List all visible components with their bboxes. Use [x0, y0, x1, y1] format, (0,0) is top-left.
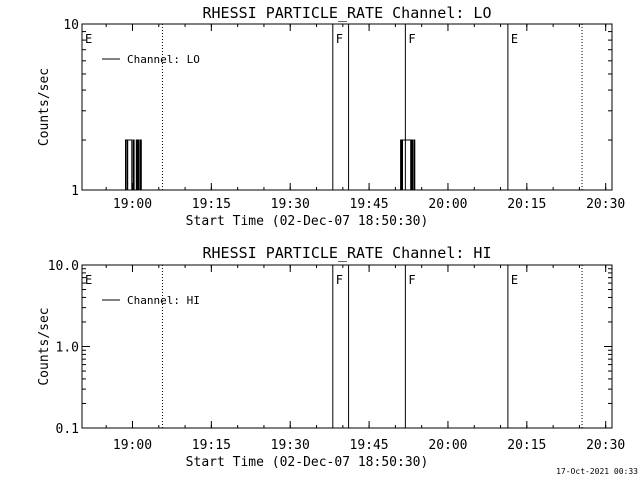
footer-timestamp: 17-Oct-2021 00:33 [556, 467, 638, 476]
panel-lo-legend-label: Channel: LO [127, 53, 200, 66]
panel-hi-xtick-label: 20:30 [586, 438, 625, 453]
panel-lo-ylabel: Counts/sec [37, 68, 52, 146]
panel-hi-title: RHESSI PARTICLE_RATE Channel: HI [203, 244, 492, 262]
panel-lo-xtick-label: 19:00 [113, 197, 152, 212]
panel-lo-frame [81, 23, 613, 191]
panel-hi-xtick-label: 19:45 [350, 438, 389, 453]
panel-lo-ytick-label: 1 [71, 184, 79, 199]
panel-hi-xtick-label: 20:00 [428, 438, 467, 453]
panel-lo-xtick-label: 20:30 [586, 197, 625, 212]
panel-hi-frame [81, 264, 613, 429]
panel-lo [81, 23, 613, 191]
panel-hi-marker-label: E [511, 273, 518, 287]
panel-lo-xtick-label: 19:15 [192, 197, 231, 212]
panel-lo-series-line [399, 139, 416, 191]
panel-hi-ytick-label: 10.0 [48, 259, 79, 274]
panel-hi-ytick-label: 1.0 [56, 341, 79, 356]
panel-hi [81, 264, 613, 429]
panel-hi-legend-label: Channel: HI [127, 294, 200, 307]
panel-hi-marker-label: E [85, 273, 92, 287]
panel-lo-ytick-label: 10 [63, 18, 79, 33]
panel-lo-marker-label: F [336, 32, 343, 46]
panel-hi-xtick-label: 20:15 [507, 438, 546, 453]
panel-lo-marker-label: F [408, 32, 415, 46]
panel-hi-xtick-label: 19:30 [271, 438, 310, 453]
panel-hi-ylabel: Counts/sec [37, 307, 52, 385]
panel-lo-xlabel: Start Time (02-Dec-07 18:50:30) [186, 214, 429, 229]
panel-hi-xtick-label: 19:00 [113, 438, 152, 453]
panel-lo-xtick-label: 19:45 [350, 197, 389, 212]
panel-hi-ytick-label: 0.1 [56, 422, 79, 437]
panel-lo-title: RHESSI PARTICLE_RATE Channel: LO [203, 4, 492, 22]
panel-hi-marker-label: F [336, 273, 343, 287]
panel-hi-xlabel: Start Time (02-Dec-07 18:50:30) [186, 455, 429, 470]
panel-lo-series-line [121, 139, 142, 191]
panel-lo-xtick-label: 20:15 [507, 197, 546, 212]
panel-hi-marker-label: F [408, 273, 415, 287]
panel-lo-xtick-label: 20:00 [428, 197, 467, 212]
panel-lo-marker-label: E [85, 32, 92, 46]
panel-lo-marker-label: E [511, 32, 518, 46]
panel-lo-xtick-label: 19:30 [271, 197, 310, 212]
panel-hi-xtick-label: 19:15 [192, 438, 231, 453]
